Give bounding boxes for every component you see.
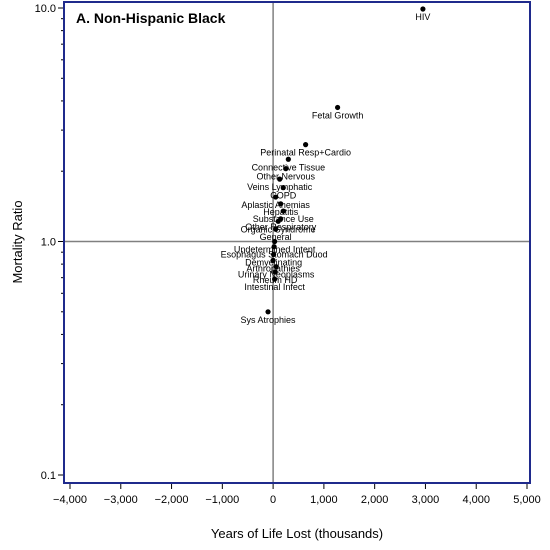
point-label: Aplastic Anemias — [241, 200, 310, 210]
data-point — [280, 208, 286, 214]
data-point — [283, 166, 289, 172]
point-label: Other Nervous — [257, 172, 316, 182]
data-point — [277, 176, 283, 182]
point-label: Veins Lymphatic — [247, 182, 313, 192]
data-point — [285, 156, 291, 162]
data-point — [273, 226, 279, 232]
x-tick-label: −1,000 — [205, 494, 239, 506]
y-tick-label: 0.1 — [41, 470, 56, 482]
point-label: COPD — [270, 191, 297, 201]
data-point — [272, 276, 278, 282]
point-label: Intestinal Infect — [244, 282, 305, 292]
plot-area: −4,000 −3,000 −2,000 −1,000 0 1,000 2,000 3,000… — [35, 2, 541, 506]
x-tick-label: −2,000 — [155, 494, 189, 506]
x-axis-title: Years of Life Lost (thousands) — [211, 526, 383, 541]
x-tick-label: 0 — [270, 494, 276, 506]
y-axis-title: Mortality Ratio — [10, 200, 25, 283]
y-tick-label: 10.0 — [35, 3, 56, 15]
point-label: Fetal Growth — [312, 110, 364, 120]
chart-title: A. Non-Hispanic Black — [76, 10, 226, 26]
data-point — [272, 238, 278, 245]
point-label: Urinary Neoplasms — [238, 270, 315, 280]
data-point — [275, 218, 281, 224]
data-point — [420, 6, 426, 12]
point-label: HIV — [415, 12, 430, 22]
x-tick-label: 1,000 — [310, 494, 338, 506]
data-point — [334, 104, 341, 111]
point-label: Other Respiratory — [245, 222, 317, 232]
x-tick-label: 4,000 — [462, 494, 490, 506]
plot-frame — [63, 1, 531, 484]
data-point — [272, 269, 278, 275]
point-label: Undetermined Intent — [234, 245, 316, 255]
data-point — [303, 142, 309, 148]
point-label: Perinatal Resp+Cardio — [260, 148, 351, 158]
y-tick-label: 1.0 — [41, 237, 56, 249]
data-point — [273, 194, 279, 200]
point-label: Sys Atrophies — [241, 315, 297, 325]
point-label: Connective Tissue — [252, 162, 326, 172]
x-tick-label: 5,000 — [513, 494, 541, 506]
data-point — [271, 251, 277, 258]
x-tick-label: 2,000 — [361, 494, 389, 506]
data-point — [270, 257, 276, 263]
x-tick-label: 3,000 — [412, 494, 440, 506]
point-label: General — [260, 232, 292, 242]
data-point — [271, 244, 277, 250]
x-tick-label: −3,000 — [104, 494, 138, 506]
x-tick-label: −4,000 — [53, 494, 87, 506]
data-point — [280, 185, 286, 191]
data-point — [265, 309, 271, 315]
data-point — [273, 264, 279, 270]
data-point — [278, 201, 284, 207]
point-label: Arthropathies — [246, 263, 300, 273]
